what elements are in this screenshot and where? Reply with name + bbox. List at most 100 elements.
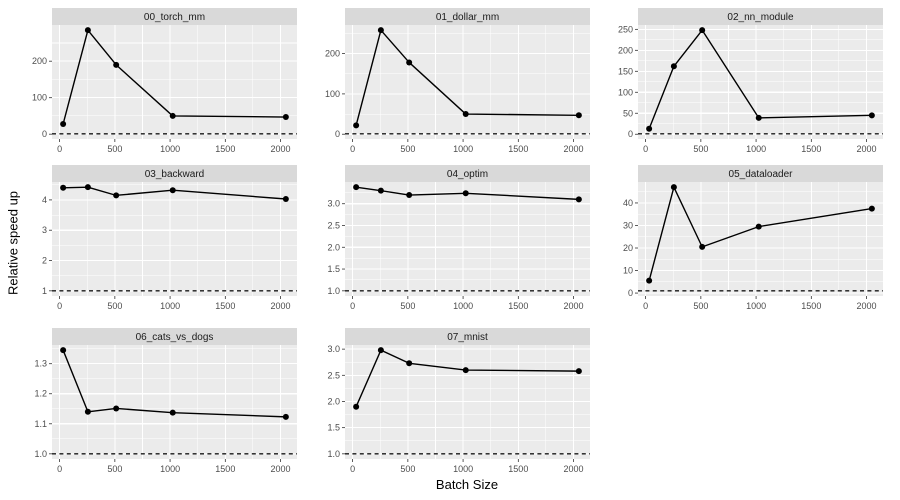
data-point <box>462 367 469 374</box>
facet-title: 01_dollar_mm <box>436 12 499 23</box>
facet-strip <box>638 8 883 25</box>
data-point <box>60 347 67 354</box>
data-point <box>406 59 413 66</box>
x-tick-label: 1000 <box>453 464 473 474</box>
data-point <box>406 360 413 367</box>
x-tick-label: 1500 <box>215 144 235 154</box>
data-point <box>646 277 653 284</box>
data-point <box>169 112 176 119</box>
y-tick-label: 1.2 <box>34 389 47 399</box>
panel-background <box>52 25 297 139</box>
x-tick-label: 0 <box>643 144 648 154</box>
x-tick-label: 1000 <box>160 464 180 474</box>
data-point <box>60 120 67 127</box>
data-point <box>282 114 289 121</box>
y-tick-label: 0 <box>628 288 633 298</box>
x-tick-label: 1000 <box>746 144 766 154</box>
x-tick-label: 500 <box>400 301 415 311</box>
y-tick-label: 250 <box>618 24 633 34</box>
y-tick-label: 1.1 <box>34 419 47 429</box>
axis-ticks: 1.0 1.5 2.0 2.5 3.0 0 500 1000 1500 2000 <box>327 199 583 311</box>
axis-ticks: 1.0 1.1 1.2 1.3 0 500 1000 1500 2000 <box>34 359 290 474</box>
data-point <box>84 27 91 34</box>
facet-title: 05_dataloader <box>729 169 794 180</box>
x-tick-label: 0 <box>57 144 62 154</box>
x-tick-label: 0 <box>643 301 648 311</box>
x-tick-label: 0 <box>350 301 355 311</box>
x-tick-label: 500 <box>400 464 415 474</box>
data-point <box>84 408 91 415</box>
x-tick-label: 1500 <box>215 301 235 311</box>
y-tick-label: 1.5 <box>327 423 340 433</box>
y-tick-label: 2.5 <box>327 221 340 231</box>
facet-panel-05_dataloader: 05_dataloader 0 10 20 30 40 0 500 1000 1500 2000 <box>623 165 883 311</box>
y-tick-label: 3 <box>42 225 47 235</box>
x-tick-label: 1500 <box>801 144 821 154</box>
y-tick-label: 30 <box>623 220 633 230</box>
major-gridlines <box>345 25 590 139</box>
x-axis-title: Batch Size <box>435 477 499 492</box>
x-tick-label: 0 <box>350 464 355 474</box>
y-tick-label: 1.3 <box>34 359 47 369</box>
y-tick-label: 2 <box>42 256 47 266</box>
data-point <box>282 413 289 420</box>
facet-strip <box>638 165 883 182</box>
x-tick-label: 0 <box>57 464 62 474</box>
data-point <box>755 223 762 230</box>
facet-strip <box>52 328 297 345</box>
x-tick-label: 2000 <box>271 144 291 154</box>
minor-gridlines <box>52 182 297 296</box>
data-point <box>868 205 875 212</box>
x-tick-label: 2000 <box>564 464 584 474</box>
y-tick-label: 200 <box>32 56 47 66</box>
y-tick-label: 2.0 <box>327 242 340 252</box>
axis-ticks: 0 10 20 30 40 0 500 1000 1500 2000 <box>623 198 877 311</box>
data-point <box>377 27 384 34</box>
y-tick-label: 10 <box>623 266 633 276</box>
facet-panel-04_optim: 04_optim 1.0 1.5 2.0 2.5 3.0 0 500 1000 1500 2000 <box>327 165 590 311</box>
data-point <box>84 184 91 191</box>
facet-panel-06_cats_vs_dogs: 06_cats_vs_dogs 1.0 1.1 1.2 1.3 0 500 1000 1500 2… <box>34 328 297 474</box>
x-tick-label: 500 <box>693 301 708 311</box>
data-point <box>575 196 582 203</box>
data-point <box>575 368 582 375</box>
facet-strip <box>345 328 590 345</box>
data-point <box>755 114 762 121</box>
facet-strip <box>52 165 297 182</box>
data-point <box>377 347 384 354</box>
facet-strip <box>345 165 590 182</box>
y-tick-label: 40 <box>623 198 633 208</box>
facet-title: 00_torch_mm <box>144 12 205 23</box>
data-point <box>353 122 360 129</box>
x-tick-label: 500 <box>400 144 415 154</box>
facet-strip <box>52 8 297 25</box>
y-tick-label: 1.0 <box>327 449 340 459</box>
y-tick-label: 4 <box>42 195 47 205</box>
x-tick-label: 2000 <box>857 144 877 154</box>
facet-title: 06_cats_vs_dogs <box>136 332 214 343</box>
y-tick-label: 0 <box>42 129 47 139</box>
y-tick-label: 100 <box>618 87 633 97</box>
major-gridlines <box>52 182 297 296</box>
x-tick-label: 1500 <box>508 464 528 474</box>
x-tick-label: 500 <box>693 144 708 154</box>
data-point <box>282 196 289 202</box>
facet-title: 04_optim <box>447 169 488 180</box>
data-point <box>169 187 176 194</box>
data-point <box>113 61 120 68</box>
y-tick-label: 1.5 <box>327 264 340 274</box>
x-tick-label: 1000 <box>453 144 473 154</box>
x-tick-label: 1000 <box>453 301 473 311</box>
y-tick-label: 20 <box>623 243 633 253</box>
panel-background <box>638 182 883 296</box>
y-tick-label: 100 <box>325 89 340 99</box>
x-tick-label: 1500 <box>508 301 528 311</box>
y-tick-label: 3.0 <box>327 344 340 354</box>
facet-strip <box>345 8 590 25</box>
data-point <box>60 184 67 191</box>
x-tick-label: 1000 <box>160 301 180 311</box>
